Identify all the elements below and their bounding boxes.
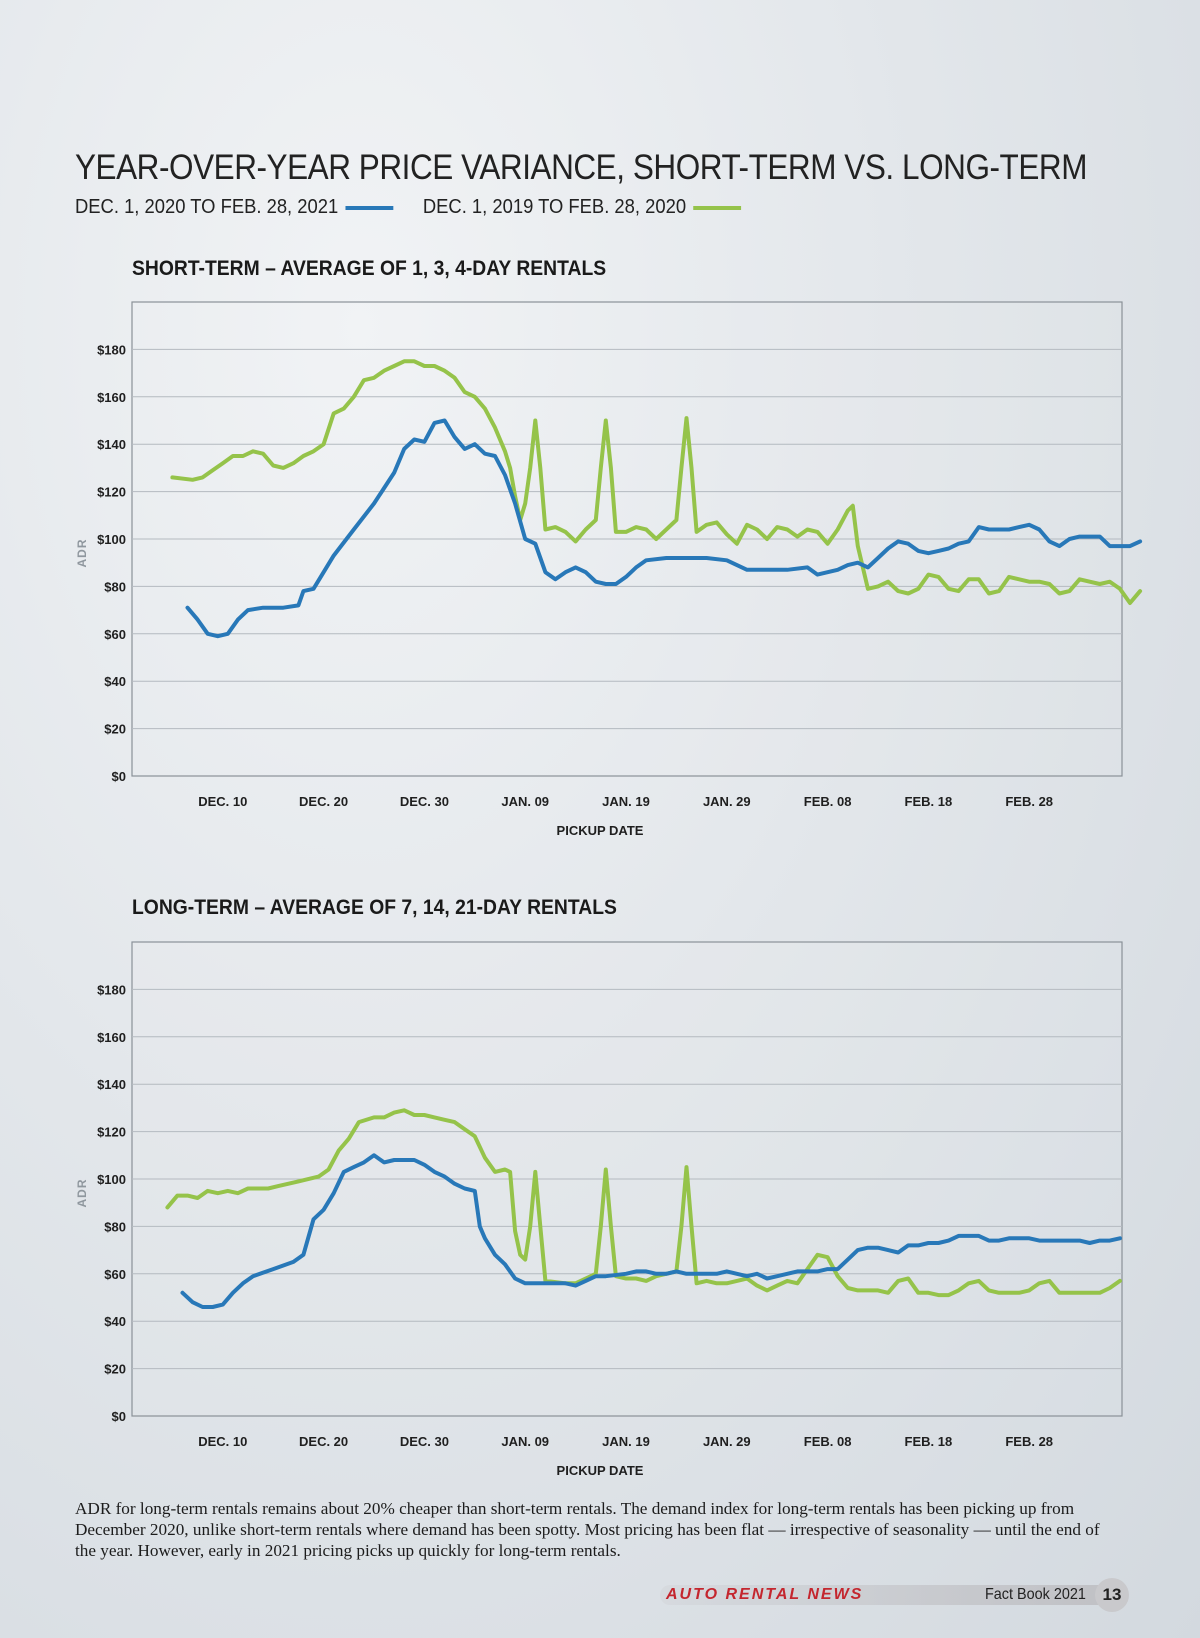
legend: DEC. 1, 2020 TO FEB. 28, 2021 DEC. 1, 20… xyxy=(75,196,771,219)
short-term-chart-title: SHORT-TERM – AVERAGE OF 1, 3, 4-DAY RENT… xyxy=(132,257,607,280)
x-tick-label: DEC. 30 xyxy=(400,794,449,809)
x-tick-label: DEC. 10 xyxy=(198,794,247,809)
y-tick-label: $40 xyxy=(104,674,126,689)
footer: AUTO RENTAL NEWS Fact Book 2021 13 xyxy=(660,1578,1130,1612)
footer-book-title: Fact Book 2021 xyxy=(985,1586,1086,1603)
y-tick-label: $120 xyxy=(97,485,126,500)
long-term-chart: $0 $20 $40 $60 $80 $100 $120 $140 $160 $180 DEC. 1… xyxy=(75,941,1123,1478)
x-tick-label: JAN. 19 xyxy=(602,794,650,809)
long-term-chart-title: LONG-TERM – AVERAGE OF 7, 14, 21-DAY REN… xyxy=(132,896,617,919)
y-tick-label: $140 xyxy=(97,437,126,452)
series-line-2021 xyxy=(180,1153,1122,1309)
y-tick-label: $100 xyxy=(97,1172,126,1187)
y-tick-label: $60 xyxy=(104,1267,126,1282)
series-line-2020 xyxy=(170,359,1143,605)
y-tick-label: $180 xyxy=(97,342,126,357)
x-tick-label: FEB. 28 xyxy=(1005,1434,1053,1449)
legend-label-2021: DEC. 1, 2020 TO FEB. 28, 2021 xyxy=(75,196,339,218)
x-tick-label: FEB. 18 xyxy=(905,794,953,809)
y-tick-label: $160 xyxy=(97,390,126,405)
legend-swatch-2020 xyxy=(693,205,742,210)
series-line-2020 xyxy=(165,1108,1122,1298)
x-tick-label: JAN. 29 xyxy=(703,1434,751,1449)
y-tick-label: $180 xyxy=(97,982,126,997)
legend-swatch-2021 xyxy=(345,205,394,210)
y-tick-label: $60 xyxy=(104,627,126,642)
legend-label-2020: DEC. 1, 2019 TO FEB. 28, 2020 xyxy=(422,196,687,218)
x-tick-label: FEB. 08 xyxy=(804,794,852,809)
y-tick-label: $40 xyxy=(104,1314,126,1329)
x-tick-label: FEB. 18 xyxy=(905,1434,953,1449)
y-tick-label: $20 xyxy=(104,1362,126,1377)
x-tick-label: JAN. 09 xyxy=(501,1434,549,1449)
series-line-2021 xyxy=(185,418,1143,639)
y-tick-label: $0 xyxy=(112,1409,126,1424)
short-term-chart: $0 $20 $40 $60 $80 $100 $120 $140 $160 $180 DEC. 1… xyxy=(75,301,1143,838)
y-tick-label: $160 xyxy=(97,1030,126,1045)
x-tick-label: JAN. 09 xyxy=(501,794,549,809)
footer-brand: AUTO RENTAL NEWS xyxy=(666,1586,864,1603)
footer-bar xyxy=(660,1585,1110,1605)
x-tick-label: JAN. 19 xyxy=(602,1434,650,1449)
x-tick-label: FEB. 08 xyxy=(804,1434,852,1449)
x-tick-label: DEC. 20 xyxy=(299,794,348,809)
y-tick-label: $0 xyxy=(112,769,126,784)
body-paragraph: ADR for long-term rentals remains about … xyxy=(75,1499,1100,1560)
x-tick-label: DEC. 30 xyxy=(400,1434,449,1449)
y-axis-label: ADR xyxy=(75,539,89,568)
page-number: 13 xyxy=(1095,1578,1129,1612)
y-tick-label: $80 xyxy=(104,579,126,594)
y-tick-label: $120 xyxy=(97,1125,126,1140)
x-tick-label: JAN. 29 xyxy=(703,794,751,809)
x-tick-label: DEC. 20 xyxy=(299,1434,348,1449)
y-tick-label: $140 xyxy=(97,1077,126,1092)
x-tick-label: DEC. 10 xyxy=(198,1434,247,1449)
page-title: YEAR-OVER-YEAR PRICE VARIANCE, SHORT-TER… xyxy=(75,148,1087,187)
y-tick-label: $80 xyxy=(104,1219,126,1234)
x-tick-label: FEB. 28 xyxy=(1005,794,1053,809)
y-tick-label: $100 xyxy=(97,532,126,547)
y-axis-label: ADR xyxy=(75,1179,89,1208)
y-tick-label: $20 xyxy=(104,722,126,737)
x-axis-label: PICKUP DATE xyxy=(557,1463,644,1478)
x-axis-label: PICKUP DATE xyxy=(557,823,644,838)
